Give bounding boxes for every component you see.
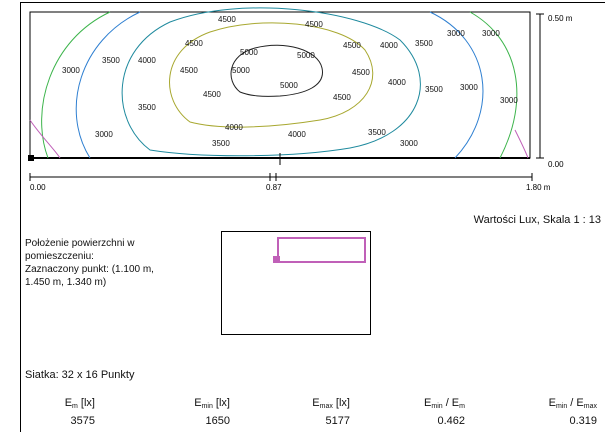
contour-label: 5000 (232, 66, 250, 75)
contour-label: 3500 (102, 56, 120, 65)
contour-label: 3000 (500, 96, 518, 105)
position-line: Położenie powierzchni w (25, 238, 135, 249)
contour-label: 4000 (380, 41, 398, 50)
contour-label: 3000 (482, 29, 500, 38)
contour-label: 3000 (447, 29, 465, 38)
selected-point-marker (273, 256, 280, 263)
contour-label: 4500 (305, 20, 323, 29)
stat-emin-value: 1650 (205, 415, 230, 427)
scale-note: Wartości Lux, Skala 1 : 13 (473, 214, 601, 226)
stat-em: Em [lx] 3575 (25, 396, 95, 428)
contour-label: 3500 (425, 85, 443, 94)
contour-5000 (230, 44, 323, 97)
contour-label: 3000 (95, 130, 113, 139)
report-frame (20, 2, 605, 432)
contour-label: 3500 (368, 128, 386, 137)
stat-emax-value: 5177 (325, 415, 350, 427)
contour-label: 4000 (388, 78, 406, 87)
x-label: 0.87 (266, 183, 282, 192)
y-top-label: 0.50 m (548, 14, 573, 23)
contour-label: 3000 (460, 83, 478, 92)
x-label: 0.00 (30, 183, 46, 192)
stat-emax: Emax [lx] 5177 (260, 396, 350, 428)
stat-em-value: 3575 (70, 415, 95, 427)
contour-label: 4500 (343, 41, 361, 50)
contour-label: 5000 (280, 81, 298, 90)
isolux-diagram: 4500 4500 4500 4500 4000 3500 3000 3000 … (28, 7, 573, 192)
stat-ratio-min-m: Emin / Em 0.462 (365, 396, 465, 428)
stat-ratio-min-max: Emin / Emax 0.319 (495, 396, 597, 428)
contour-label: 3000 (62, 66, 80, 75)
contour-label: 3000 (400, 139, 418, 148)
stat-ratio-min-max-value: 0.319 (569, 415, 597, 427)
contour-4500 (169, 22, 374, 128)
contour-label: 4500 (352, 68, 370, 77)
contour-label: 5000 (297, 51, 315, 60)
calculation-surface-outline (277, 237, 366, 263)
position-line: pomieszczeniu: (25, 251, 94, 262)
contour-lines (29, 7, 529, 159)
grid-note: Siatka: 32 x 16 Punkty (25, 369, 135, 381)
position-line: 1.450 m, 1.340 m) (25, 277, 107, 288)
contour-label: 4000 (225, 123, 243, 132)
contour-label: 4500 (218, 15, 236, 24)
contour-label: 4500 (180, 66, 198, 75)
contour-label: 4000 (138, 56, 156, 65)
contour-label: 5000 (240, 48, 258, 57)
room-position-diagram (221, 231, 371, 335)
contour-label: 4500 (203, 90, 221, 99)
contour-4000 (121, 7, 421, 157)
contour-label: 4500 (185, 39, 203, 48)
y-bottom-label: 0.00 (548, 160, 564, 169)
contour-label: 3500 (212, 139, 230, 148)
contour-label: 4000 (288, 130, 306, 139)
stat-ratio-min-m-value: 0.462 (437, 415, 465, 427)
contour-label: 4500 (333, 93, 351, 102)
contour-corner (29, 119, 529, 159)
contour-label: 3500 (138, 103, 156, 112)
contour-3000 (41, 11, 518, 159)
position-description: Położenie powierzchni w pomieszczeniu: Z… (25, 237, 205, 289)
origin-marker (28, 155, 34, 161)
stat-emin: Emin [lx] 1650 (140, 396, 230, 428)
x-label: 1.80 m (526, 183, 551, 192)
contour-label: 3500 (415, 39, 433, 48)
position-line: Zaznaczony punkt: (1.100 m, (25, 264, 154, 275)
contour-3500 (75, 11, 484, 159)
contour-labels: 4500 4500 4500 4500 4000 3500 3000 3000 … (62, 15, 518, 148)
